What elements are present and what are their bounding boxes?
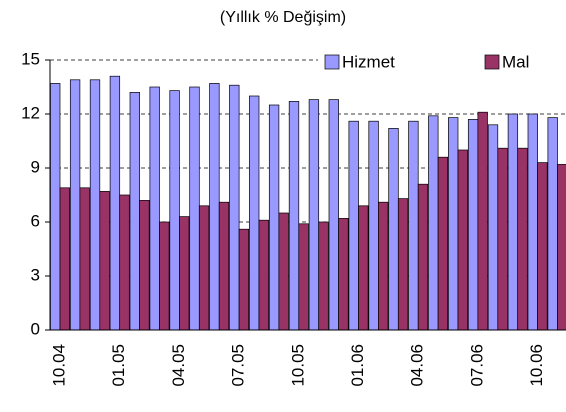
legend-box xyxy=(318,48,566,76)
bar xyxy=(397,198,409,331)
y-tick-label: 12 xyxy=(21,103,40,122)
bar xyxy=(119,194,130,331)
y-tick-label: 0 xyxy=(31,319,40,338)
bar xyxy=(388,128,399,331)
x-tick-label: 10.05 xyxy=(288,344,307,387)
bar xyxy=(229,84,240,331)
legend-label: Hizmet xyxy=(342,52,395,71)
bar xyxy=(209,83,220,331)
bar xyxy=(437,156,449,331)
bar xyxy=(258,219,269,331)
bar xyxy=(189,86,200,331)
x-tick-label: 07.05 xyxy=(229,344,248,387)
bar xyxy=(497,147,508,331)
bar xyxy=(89,79,101,331)
bar xyxy=(288,101,300,331)
bar xyxy=(368,120,379,331)
bar xyxy=(249,95,260,331)
bar xyxy=(109,75,121,331)
bar xyxy=(457,149,468,331)
bar xyxy=(268,104,280,331)
bar xyxy=(169,90,180,331)
bar xyxy=(557,164,566,331)
x-tick-label: 01.05 xyxy=(109,344,128,387)
bar xyxy=(428,115,439,331)
y-tick-label: 6 xyxy=(31,211,40,230)
bar xyxy=(318,221,329,331)
legend-swatch xyxy=(324,54,340,70)
bar xyxy=(487,124,499,331)
bar xyxy=(547,117,558,331)
y-tick-label: 3 xyxy=(31,265,40,284)
bar xyxy=(99,191,110,331)
bar xyxy=(338,218,349,331)
x-tick-label: 10.06 xyxy=(527,344,546,387)
x-tick-label: 10.04 xyxy=(49,344,68,387)
bar xyxy=(408,120,419,331)
bar xyxy=(149,86,160,331)
bar xyxy=(50,83,61,331)
y-tick-label: 15 xyxy=(21,49,40,68)
x-tick-label: 07.06 xyxy=(467,344,486,387)
bar xyxy=(328,99,339,331)
legend-swatch xyxy=(484,54,500,70)
bar xyxy=(527,113,538,331)
bar xyxy=(417,183,429,331)
bar xyxy=(278,212,289,331)
bar xyxy=(517,147,528,331)
bar xyxy=(79,187,90,331)
bar xyxy=(129,92,140,331)
bar xyxy=(477,111,488,331)
bar xyxy=(537,162,548,331)
bar xyxy=(378,201,389,331)
bar xyxy=(198,205,210,331)
bar xyxy=(218,201,230,331)
y-tick-label: 9 xyxy=(31,157,40,176)
bar xyxy=(238,228,250,331)
x-tick-label: 04.06 xyxy=(408,344,427,387)
bar xyxy=(448,117,459,331)
chart-title: (Yıllık % Değişim) xyxy=(220,9,346,26)
x-tick-label: 04.05 xyxy=(169,344,188,387)
legend-label: Mal xyxy=(502,52,529,71)
bar xyxy=(358,205,369,331)
bar xyxy=(507,113,519,331)
x-tick-label: 01.06 xyxy=(348,344,367,387)
bar xyxy=(139,200,150,331)
bar xyxy=(179,216,190,331)
bar xyxy=(69,79,81,331)
bar xyxy=(308,99,320,331)
bar xyxy=(159,221,170,331)
bar xyxy=(348,120,359,331)
bar xyxy=(59,187,70,331)
bar xyxy=(298,223,309,331)
bar xyxy=(467,119,479,331)
